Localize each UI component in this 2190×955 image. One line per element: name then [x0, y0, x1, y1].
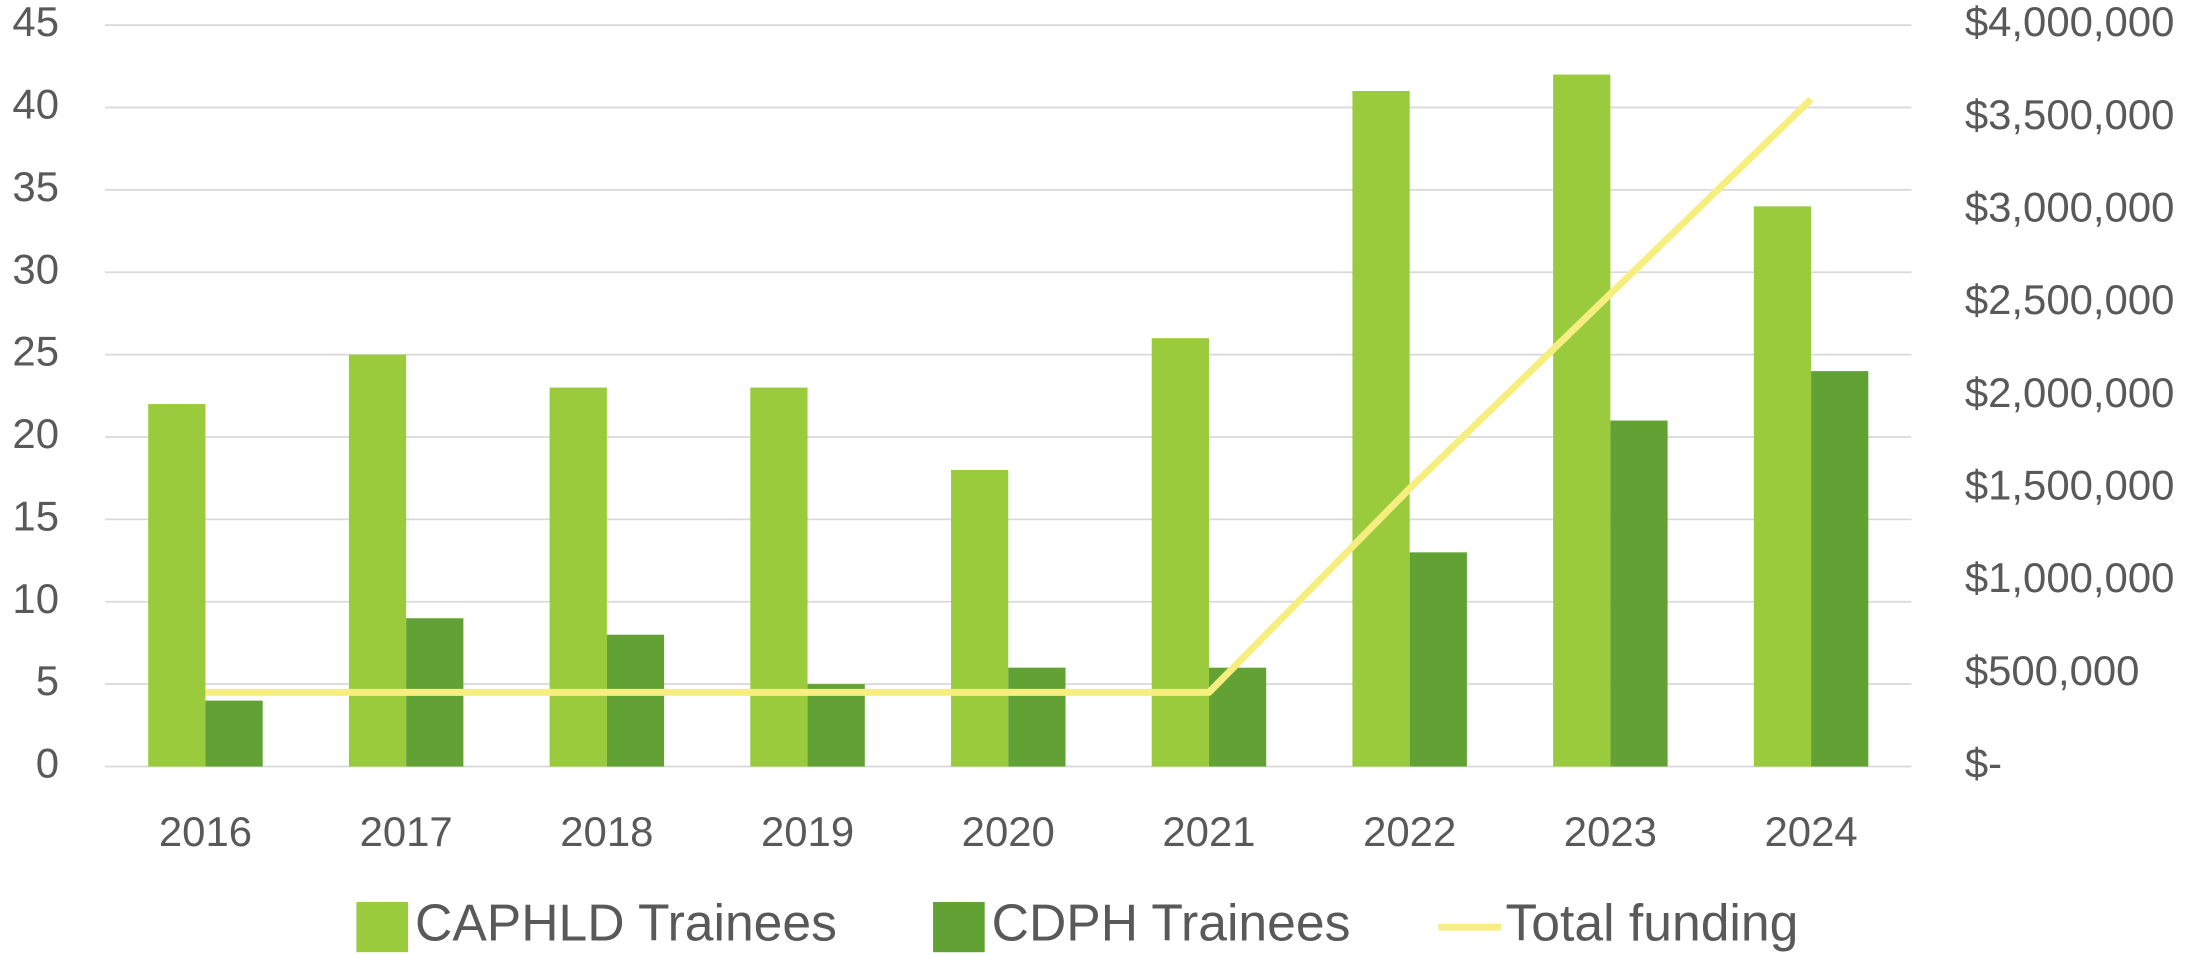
x-tick-label: 2019: [761, 808, 854, 855]
y-tick-label: 0: [36, 740, 59, 787]
legend-label: Total funding: [1505, 894, 1798, 952]
y-tick-label: 10: [12, 575, 59, 622]
x-tick-label: 2017: [360, 808, 453, 855]
y-tick-label: 35: [12, 163, 59, 210]
bar: [951, 469, 1009, 767]
y-tick-label: 40: [12, 81, 59, 128]
bar: [1008, 667, 1066, 767]
y-tick-label: 45: [12, 0, 59, 45]
bar: [1151, 338, 1209, 767]
x-tick-label: 2020: [962, 808, 1055, 855]
bar: [1753, 206, 1812, 767]
bar: [1610, 420, 1668, 767]
y2-tick-label: $3,000,000: [1965, 184, 2175, 231]
y2-tick-label: $1,500,000: [1965, 462, 2175, 509]
x-tick-label: 2016: [159, 808, 252, 855]
bar: [606, 634, 665, 767]
bar: [1553, 74, 1611, 767]
y-tick-label: 5: [36, 657, 59, 704]
y2-tick-label: $1,000,000: [1965, 554, 2175, 601]
y2-tick-label: $2,500,000: [1965, 276, 2175, 323]
y-tick-label: 30: [12, 245, 59, 292]
y2-tick-label: $-: [1965, 740, 2002, 787]
x-tick-label: 2023: [1564, 808, 1657, 855]
bar: [1409, 552, 1467, 767]
bar: [807, 684, 865, 767]
bar: [750, 387, 808, 767]
x-tick-label: 2021: [1162, 808, 1255, 855]
y-tick-label: 20: [12, 410, 59, 457]
bar: [148, 404, 206, 767]
bar: [348, 354, 407, 767]
bar: [1811, 371, 1869, 767]
y2-tick-label: $2,000,000: [1965, 369, 2175, 416]
y-tick-label: 25: [12, 328, 59, 375]
x-tick-label: 2024: [1764, 808, 1857, 855]
legend-swatch: [356, 901, 409, 953]
bar: [205, 700, 263, 767]
legend-swatch: [933, 901, 985, 953]
bar: [549, 387, 607, 767]
x-tick-label: 2022: [1363, 808, 1456, 855]
bar: [1352, 91, 1410, 767]
line: [205, 96, 1814, 696]
x-tick-label: 2018: [560, 808, 653, 855]
y2-tick-label: $4,000,000: [1965, 0, 2175, 45]
legend-label: CDPH Trainees: [992, 894, 1351, 952]
y2-tick-label: $500,000: [1965, 647, 2140, 694]
y2-tick-label: $3,500,000: [1965, 91, 2175, 138]
legend-label: CAPHLD Trainees: [415, 894, 837, 952]
y-tick-label: 15: [12, 492, 59, 539]
